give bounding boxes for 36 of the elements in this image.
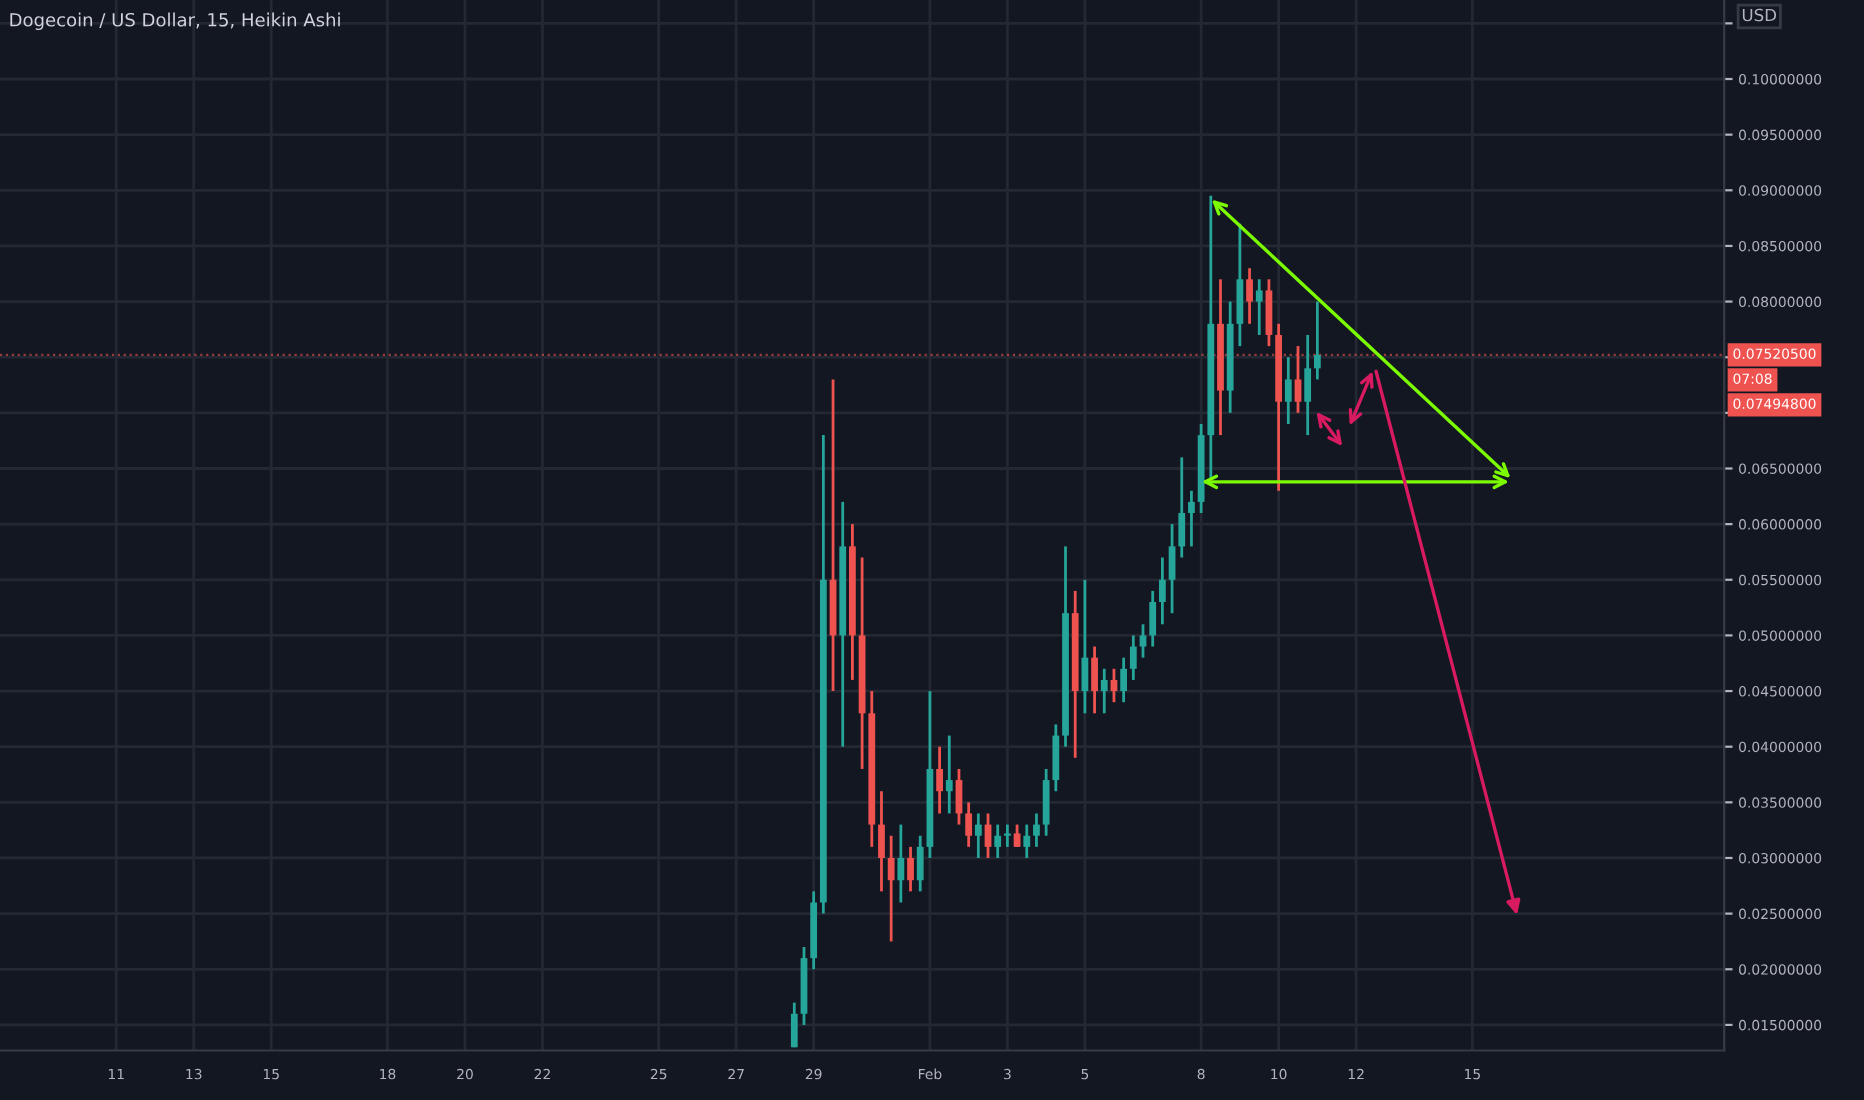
candlestick	[1023, 823, 1031, 860]
candlestick	[878, 789, 885, 893]
candlestick	[1129, 634, 1137, 682]
candlestick	[965, 800, 973, 849]
candlestick	[1100, 667, 1108, 715]
candlestick	[945, 734, 953, 815]
candlestick	[1255, 277, 1263, 337]
text: Dogecoin / US Dollar, 15, Heikin Ashi	[10, 12, 340, 31]
candlestick	[974, 812, 982, 860]
candlestick	[1304, 333, 1312, 437]
candlestick	[1149, 589, 1157, 648]
candlestick	[1294, 344, 1302, 415]
candlestick	[1004, 823, 1011, 849]
candlestick	[887, 834, 895, 943]
candlestick	[1139, 622, 1147, 660]
candlestick	[994, 823, 1002, 860]
candlestick	[1042, 767, 1050, 838]
candlestick	[1033, 812, 1040, 849]
candlestick	[1158, 556, 1166, 626]
candlestick	[1168, 522, 1176, 615]
candlestick	[790, 1001, 798, 1049]
candlestick	[1178, 455, 1186, 559]
candlestick	[907, 845, 914, 893]
candlestick	[1284, 355, 1292, 426]
candlestick	[936, 745, 943, 815]
candlestick	[1236, 222, 1244, 348]
candlestick	[1246, 266, 1253, 326]
y-axis-title: USD	[1742, 8, 1777, 22]
candlestick	[1052, 723, 1060, 793]
candlestick	[916, 834, 924, 893]
candlestick	[1188, 489, 1195, 548]
candlestick	[1091, 645, 1098, 715]
candlestick	[1081, 578, 1089, 715]
candlestick	[1120, 656, 1128, 704]
candlestick	[1313, 300, 1321, 381]
candlestick	[897, 823, 905, 904]
